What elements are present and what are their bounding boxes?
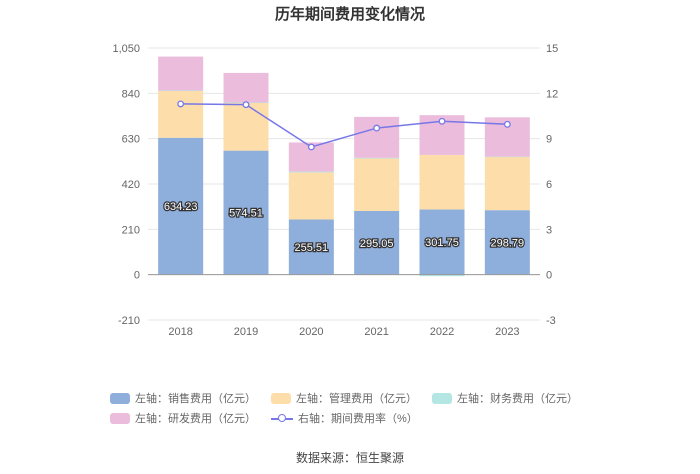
bar-finance-2020 <box>288 171 334 173</box>
label-layer: 634.23 574.51 255.51 295.05 301.75 298.79 <box>163 200 526 255</box>
legend: 左轴：销售费用（亿元） 左轴：管理费用（亿元） 左轴：财务费用（亿元） 左轴：研… <box>110 388 590 428</box>
data-label-sales: 298.79 <box>491 237 525 249</box>
expense-ratio-point-2018 <box>177 100 185 108</box>
expense-ratio-line <box>180 103 508 148</box>
legend-ratio-label: 右轴：期间费用率（%） <box>298 413 418 425</box>
legend-sales-label: 左轴：销售费用（亿元） <box>135 393 256 405</box>
x-tick-label: 2022 <box>430 326 454 338</box>
bar-management-2020 <box>288 172 334 220</box>
legend-finance-swatch <box>432 392 452 404</box>
left-tick-label: 0 <box>134 270 140 282</box>
legend-ratio[interactable]: 右轴：期间费用率（%） <box>271 410 418 426</box>
data-label-sales: 295.05 <box>360 238 394 250</box>
bar-finance-2021 <box>354 157 400 159</box>
left-tick-label: 210 <box>122 224 140 236</box>
bar-sales-2023 <box>484 210 530 275</box>
legend-sales[interactable]: 左轴：销售费用（亿元） <box>110 390 256 406</box>
left-tick-label: 420 <box>122 179 140 191</box>
bar-management-2021 <box>354 158 400 211</box>
bar-management-2022 <box>419 154 465 210</box>
left-tick-label: -210 <box>118 315 140 327</box>
right-tick-label: 15 <box>546 43 558 55</box>
left-tick-label: 630 <box>122 134 140 146</box>
left-tick-label: 1,050 <box>112 43 140 55</box>
chart-title: 历年期间费用变化情况 <box>274 6 425 23</box>
data-label-sales: 574.51 <box>229 208 263 220</box>
grid-lines <box>148 47 540 321</box>
x-tick-label: 2023 <box>495 326 519 338</box>
left-tick-label: 840 <box>122 88 140 100</box>
legend-sales-swatch <box>110 392 130 404</box>
bar-management-2019 <box>223 102 269 151</box>
expense-ratio-point-2021 <box>373 124 381 132</box>
expense-ratio-point-2023 <box>503 120 511 128</box>
legend-rnd[interactable]: 左轴：研发费用（亿元） <box>110 410 256 426</box>
bar-finance-2022 <box>419 274 465 277</box>
legend-management[interactable]: 左轴：管理费用（亿元） <box>271 390 417 406</box>
data-label-sales: 634.23 <box>164 201 198 213</box>
bar-sales-2022 <box>419 209 465 275</box>
right-tick-label: 3 <box>546 224 552 236</box>
chart-plot: 634.23 574.51 255.51 295.05 301.75 298.79 -21… <box>112 43 558 338</box>
bar-sales-2018 <box>158 137 204 275</box>
right-tick-label: 0 <box>546 270 552 282</box>
x-tick-label: 2020 <box>299 326 323 338</box>
legend-row-2: 左轴：研发费用（亿元） 右轴：期间费用率（%） <box>110 408 590 428</box>
line-layer <box>177 100 511 151</box>
bar-rnd-2018 <box>158 56 204 91</box>
axis-layer: -210 -3 0 0 210 3 420 6 630 9 840 12 1,050 15 2018 2019… <box>112 43 558 338</box>
x-tick-label: 2019 <box>234 326 258 338</box>
legend-finance-label: 左轴：财务费用（亿元） <box>457 393 578 405</box>
bar-sales-2019 <box>223 150 269 275</box>
expense-ratio-point-2019 <box>242 101 250 109</box>
bar-sales-2021 <box>354 210 400 275</box>
legend-ratio-swatch <box>271 413 293 424</box>
bar-layer <box>158 56 530 277</box>
data-label-sales: 301.75 <box>425 237 459 249</box>
source-footer: 数据来源：恒生聚源 <box>295 451 404 465</box>
legend-row-1: 左轴：销售费用（亿元） 左轴：管理费用（亿元） 左轴：财务费用（亿元） <box>110 388 590 408</box>
x-tick-label: 2021 <box>364 326 388 338</box>
right-tick-label: 12 <box>546 88 558 100</box>
expense-ratio-point-2020 <box>307 143 315 151</box>
bar-finance-2018 <box>158 90 204 91</box>
bar-sales-2020 <box>288 219 334 275</box>
right-tick-label: 6 <box>546 179 552 191</box>
legend-management-label: 左轴：管理费用（亿元） <box>296 393 417 405</box>
bar-management-2023 <box>484 156 530 211</box>
legend-rnd-swatch <box>110 412 130 424</box>
expense-ratio-point-2022 <box>438 117 446 125</box>
x-tick-label: 2018 <box>168 326 192 338</box>
right-tick-label: -3 <box>546 315 556 327</box>
bar-management-2018 <box>158 90 204 138</box>
bar-finance-2023 <box>484 156 530 158</box>
bar-rnd-2021 <box>354 116 400 158</box>
data-label-sales: 255.51 <box>295 242 329 254</box>
legend-ratio-dot <box>278 413 286 422</box>
legend-rnd-label: 左轴：研发费用（亿元） <box>135 413 256 425</box>
bar-rnd-2019 <box>223 72 269 103</box>
right-tick-label: 9 <box>546 134 552 146</box>
legend-management-swatch <box>271 392 291 404</box>
legend-finance[interactable]: 左轴：财务费用（亿元） <box>432 390 578 406</box>
